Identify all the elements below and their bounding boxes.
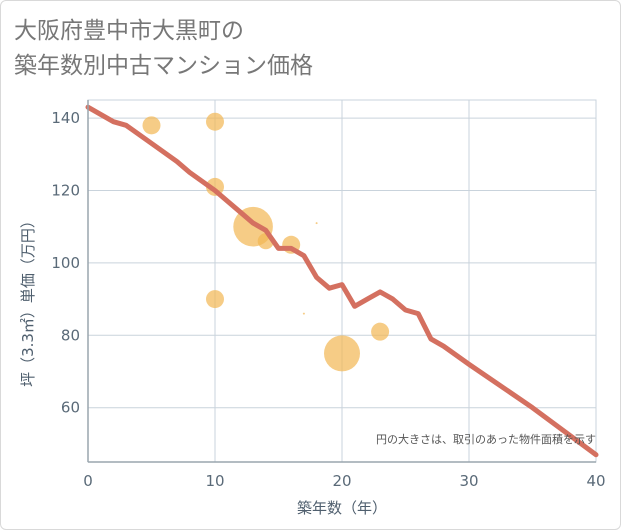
x-axis-label: 築年数（年） bbox=[297, 499, 387, 517]
axes bbox=[87, 100, 596, 463]
trend-line-group bbox=[85, 104, 599, 458]
data-point bbox=[371, 322, 390, 341]
y-tick-label: 80 bbox=[61, 326, 80, 344]
x-tick-label: 10 bbox=[205, 472, 224, 490]
title-line-1: 大阪府豊中市大黒町の bbox=[14, 18, 244, 44]
x-tick-label: 30 bbox=[459, 472, 478, 490]
y-tick-label: 60 bbox=[61, 399, 80, 417]
data-point bbox=[142, 116, 161, 135]
y-tick-label: 140 bbox=[51, 109, 80, 127]
data-point bbox=[206, 112, 224, 131]
x-tick-label: 20 bbox=[332, 472, 351, 490]
trend-line bbox=[85, 104, 599, 458]
y-tick-label: 100 bbox=[51, 254, 80, 272]
bubble-size-note: 円の大きさは、取引のあった物件面積を示す bbox=[376, 432, 596, 446]
title-line-2: 築年数別中古マンション価格 bbox=[14, 53, 313, 79]
data-point bbox=[302, 312, 305, 315]
chart-title: 大阪府豊中市大黒町の 築年数別中古マンション価格 bbox=[14, 14, 313, 84]
data-point bbox=[315, 222, 318, 225]
grid-lines bbox=[87, 99, 597, 463]
tick-labels: 0 10 20 30 40 60 80 100 120 140 bbox=[51, 109, 605, 490]
data-point bbox=[324, 335, 360, 372]
data-point bbox=[206, 290, 224, 309]
x-tick-label: 40 bbox=[586, 472, 605, 490]
data-points bbox=[142, 112, 390, 372]
x-tick-label: 0 bbox=[83, 472, 93, 490]
y-tick-label: 120 bbox=[51, 182, 80, 200]
y-axis-label: 坪（3.3㎡）単価（万円） bbox=[19, 213, 37, 387]
